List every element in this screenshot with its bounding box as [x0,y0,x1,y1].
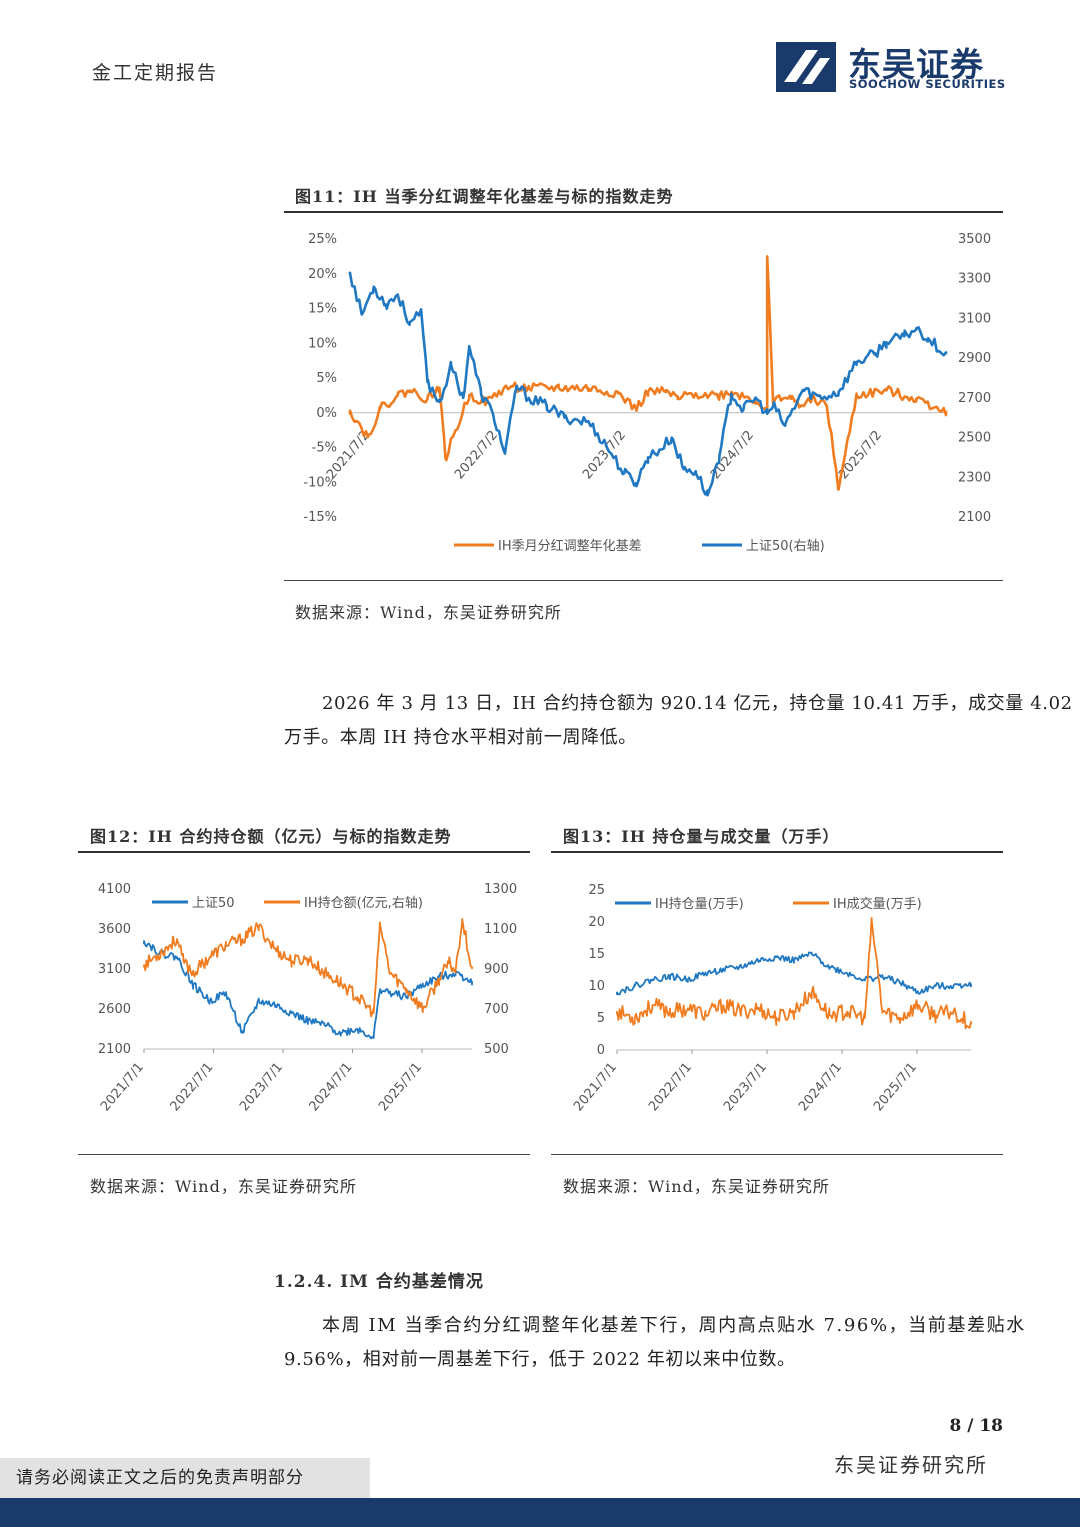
y-right-tick-label: 2100 [958,510,991,525]
y-right-tick-label: 3500 [958,232,991,247]
figure13-top-rule [551,851,1003,853]
y-left-tick-label: 20% [308,267,337,282]
bottom-bar [0,1498,1080,1527]
x-tick-label: 2025/7/1 [376,1060,425,1114]
logo-text-en: SOOCHOW SECURITIES [849,77,1006,91]
figure11-source: 数据来源：Wind，东吴证券研究所 [295,603,562,622]
logo-text-cn: 东吴证券 [848,45,984,84]
soochow-logo-icon [776,42,836,92]
y-left-tick-label: 2600 [98,1002,131,1017]
figure13-title: 图13：IH 持仓量与成交量（万手） [563,827,840,846]
company-logo: 东吴证券 SOOCHOW SECURITIES [776,40,1006,96]
y-right-tick-label: 2900 [958,351,991,366]
figure11-bottom-rule [284,580,1003,581]
x-tick-label: 2021/7/1 [98,1060,147,1114]
y-right-tick-label: 2700 [958,391,991,406]
y-right-tick-label: 2300 [958,470,991,485]
y-left-tick-label: 10 [588,979,605,994]
x-tick-label: 2024/7/2 [708,428,757,482]
section-heading: 1.2.4. IM 合约基差情况 [274,1272,484,1292]
paragraph1-line2: 万手。本周 IH 持仓水平相对前一周降低。 [284,727,637,748]
figure11-title: 图11：IH 当季分红调整年化基差与标的指数走势 [295,187,674,206]
y-left-tick-label: 15 [588,947,605,962]
y-left-tick-label: -10% [303,475,337,490]
paragraph2-line1: 本周 IM 当季合约分红调整年化基差下行，周内高点贴水 7.96%，当前基差贴水 [322,1315,1026,1336]
x-tick-label: 2022/7/1 [168,1060,217,1114]
legend-label-1: IH季月分红调整年化基差 [498,538,642,554]
figure12-chart: 4100 3600 3100 2600 2100 1300 1100 900 700 500 202… [98,882,517,1114]
figure11-chart: 25% 20% 15% 10% 5% 0% -5% -10% -15% 3500 3300 3100 2… [303,232,991,554]
y-right-tick-label: 2500 [958,431,991,446]
y-right-tick-label: 3100 [958,311,991,326]
y-right-tick-label: 1300 [484,882,517,897]
figure11-top-rule [284,211,1003,213]
legend-label-1: 上证50 [192,896,235,911]
x-tick-label: 2025/7/1 [871,1060,920,1114]
y-right-tick-label: 3300 [958,272,991,287]
legend-label-1: IH持仓量(万手) [655,897,744,912]
y-right-tick-label: 700 [484,1002,509,1017]
report-type: 金工定期报告 [92,62,219,84]
figure12-title: 图12：IH 合约持仓额（亿元）与标的指数走势 [90,827,452,846]
series-line-2 [616,917,972,1030]
series-line-2 [143,918,473,1018]
y-left-tick-label: 4100 [98,882,131,897]
y-right-tick-label: 900 [484,962,509,977]
series-line-1 [616,951,972,996]
y-left-tick-label: 5 [597,1011,605,1026]
footer-org: 东吴证券研究所 [834,1453,988,1477]
y-left-tick-label: 2100 [98,1042,131,1057]
y-left-tick-label: 25 [588,883,605,898]
y-left-tick-label: -15% [303,510,337,525]
figure13-source: 数据来源：Wind，东吴证券研究所 [563,1177,830,1196]
series-line-1 [143,940,473,1040]
x-tick-label: 2022/7/2 [452,428,501,482]
figure13-bottom-rule [551,1154,1003,1155]
x-tick-label: 2024/7/1 [307,1060,356,1114]
figure13-chart: 25 20 15 10 5 0 2021/7/1 2022/7/1 2023/7/1 2024/7… [571,883,972,1114]
figure12-source: 数据来源：Wind，东吴证券研究所 [90,1177,357,1196]
y-left-tick-label: 0% [316,406,337,421]
paragraph1-line1: 2026 年 3 月 13 日，IH 合约持仓额为 920.14 亿元，持仓量 … [322,693,1073,714]
legend-label-2: 上证50(右轴) [746,539,825,554]
y-right-tick-label: 500 [484,1042,509,1057]
x-tick-label: 2021/7/1 [571,1060,620,1114]
legend-label-2: IH持仓额(亿元,右轴) [304,896,423,911]
paragraph2-line2: 9.56%，相对前一周基差下行，低于 2022 年初以来中位数。 [284,1349,796,1370]
y-left-tick-label: 3600 [98,922,131,937]
y-left-tick-label: 3100 [98,962,131,977]
page-number: 8 / 18 [949,1416,1003,1436]
series-line-1 [348,255,948,491]
legend-label-2: IH成交量(万手) [833,896,922,912]
y-left-tick-label: 25% [308,232,337,247]
y-left-tick-label: 20 [588,915,605,930]
x-tick-label: 2025/7/2 [836,428,885,482]
x-tick-label: 2022/7/1 [646,1060,695,1114]
y-left-tick-label: 15% [308,302,337,317]
figure12-bottom-rule [78,1154,530,1155]
disclaimer-banner: 请务必阅读正文之后的免责声明部分 [0,1458,370,1498]
x-tick-label: 2023/7/1 [237,1060,286,1114]
y-left-tick-label: 10% [308,336,337,351]
y-left-tick-label: -5% [312,441,337,456]
x-tick-label: 2024/7/1 [796,1060,845,1114]
y-left-tick-label: 0 [597,1043,605,1058]
x-tick-label: 2023/7/1 [721,1060,770,1114]
series-line-2 [348,271,948,497]
y-right-tick-label: 1100 [484,922,517,937]
figure12-top-rule [78,851,530,853]
y-left-tick-label: 5% [316,371,337,386]
